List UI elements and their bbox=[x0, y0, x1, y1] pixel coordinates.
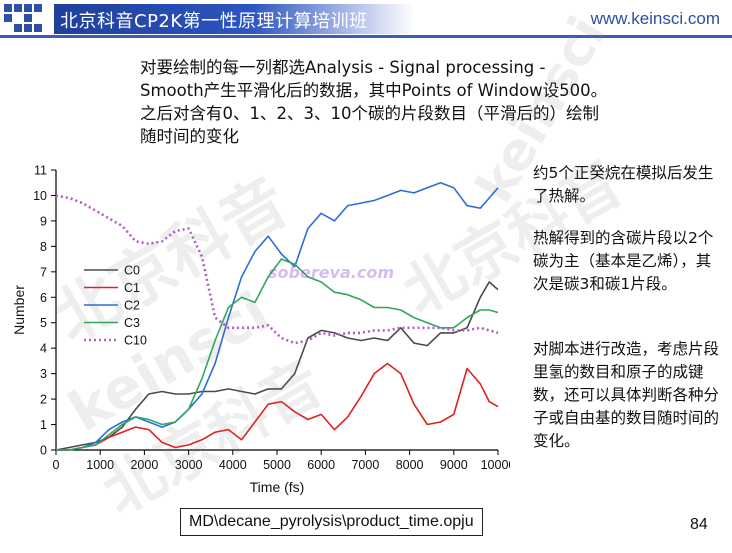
legend-label-c0: C0 bbox=[124, 264, 140, 278]
y-tick-label: 7 bbox=[40, 265, 47, 279]
x-axis-label: Time (fs) bbox=[250, 479, 305, 495]
y-tick-label: 6 bbox=[40, 291, 47, 305]
side-paragraph-1: 约5个正癸烷在模拟后发生了热解。 bbox=[533, 164, 714, 205]
series-line-c0 bbox=[55, 281, 499, 451]
y-tick-label: 11 bbox=[34, 164, 47, 178]
x-tick-label: 8000 bbox=[396, 458, 424, 472]
x-tick-label: 0 bbox=[53, 458, 60, 472]
series-line-c2 bbox=[56, 181, 499, 451]
x-tick-label: 5000 bbox=[263, 458, 291, 472]
series-line-c3 bbox=[56, 258, 499, 451]
y-tick-label: 3 bbox=[40, 367, 47, 381]
x-tick-label: 7000 bbox=[351, 458, 379, 472]
intro-text: 对要绘制的每一列都选Analysis - Signal processing -… bbox=[140, 58, 608, 146]
y-tick-label: 2 bbox=[40, 393, 47, 407]
page-number: 84 bbox=[690, 516, 708, 533]
legend-label-c3: C3 bbox=[124, 316, 140, 330]
series-line-c1 bbox=[56, 362, 499, 451]
x-tick-label: 1000 bbox=[86, 458, 114, 472]
line-chart: 0 1000 2000 3000 4000 5000 6000 7000 8000 9000 100… bbox=[11, 164, 510, 496]
x-tick-label: 2000 bbox=[130, 458, 158, 472]
y-axis-label: Number bbox=[11, 285, 27, 335]
legend-label-c2: C2 bbox=[124, 299, 140, 313]
x-tick-label: 3000 bbox=[175, 458, 203, 472]
side-paragraph-2: 热解得到的含碳片段以2个碳为主（基本是乙烯），其次是碳3和碳1片段。 bbox=[533, 229, 714, 293]
series-line-c10 bbox=[55, 194, 499, 345]
y-tick-label: 1 bbox=[40, 418, 47, 432]
legend-label-c10: C10 bbox=[124, 334, 147, 348]
x-tick-label: 4000 bbox=[219, 458, 247, 472]
side-paragraph-3: 对脚本进行改造，考虑片段里氢的数目和原子的成键数，还可以具体判断各种分子或自由基… bbox=[533, 340, 720, 450]
x-tick-label: 9000 bbox=[440, 458, 468, 472]
y-tick-label: 8 bbox=[40, 240, 47, 254]
y-tick-label: 4 bbox=[40, 342, 47, 356]
x-tick-label: 6000 bbox=[307, 458, 335, 472]
y-tick-label: 0 bbox=[40, 444, 47, 458]
header-bar: 北京科音CP2K第一性原理计算培训班 www.keinsci.com bbox=[0, 0, 732, 38]
header-title: 北京科音CP2K第一性原理计算培训班 bbox=[60, 11, 368, 32]
legend-label-c1: C1 bbox=[124, 281, 140, 295]
logo-grid-icon bbox=[4, 4, 50, 34]
header-url: www.keinsci.com bbox=[590, 9, 720, 28]
file-path-box: MD\decane_pyrolysis\product_time.opju bbox=[180, 508, 483, 536]
header-band bbox=[54, 4, 414, 34]
y-tick-label: 10 bbox=[33, 189, 47, 203]
y-tick-label: 5 bbox=[40, 316, 47, 330]
y-tick-label: 9 bbox=[40, 214, 47, 228]
